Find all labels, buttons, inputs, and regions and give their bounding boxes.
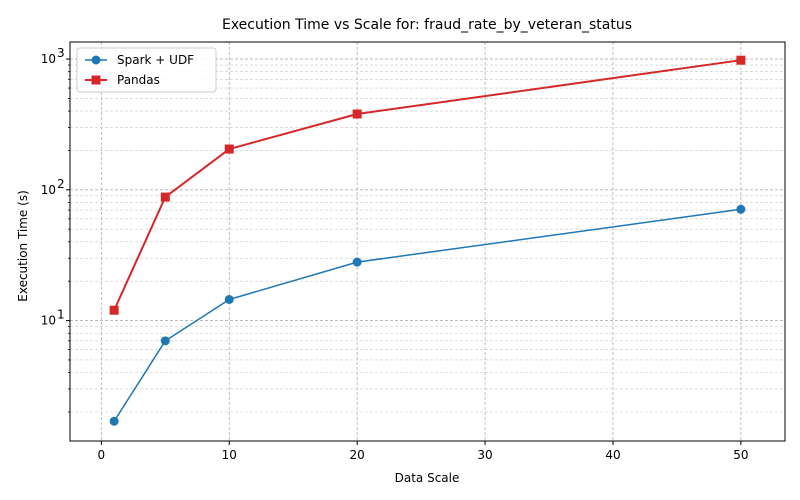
x-tick-label: 40	[605, 448, 620, 462]
y-tick-exponent: 2	[57, 177, 65, 191]
x-tick-label: 30	[477, 448, 492, 462]
x-axis: 0 10 20 30 40 50	[98, 441, 749, 462]
x-axis-label: Data Scale	[395, 471, 460, 485]
data-point-pandas	[160, 192, 170, 202]
data-point-spark-udf	[224, 294, 234, 304]
legend-label-pandas: Pandas	[117, 73, 160, 87]
chart-title: Execution Time vs Scale for: fraud_rate_…	[222, 17, 632, 33]
y-tick-label: 10	[41, 183, 56, 197]
data-point-spark-udf	[736, 204, 746, 214]
legend-marker-pandas	[91, 75, 101, 85]
data-point-pandas	[736, 55, 746, 65]
data-point-spark-udf	[109, 416, 119, 426]
legend-marker-spark-udf	[91, 55, 101, 65]
y-axis-label: Execution Time (s)	[16, 190, 30, 302]
y-tick-exponent: 1	[57, 308, 65, 322]
x-tick-label: 50	[733, 448, 748, 462]
x-tick-label: 0	[98, 448, 106, 462]
legend-label-spark-udf: Spark + UDF	[117, 53, 194, 67]
x-tick-label: 20	[350, 448, 365, 462]
data-point-spark-udf	[352, 257, 362, 267]
data-point-pandas	[352, 109, 362, 119]
y-tick-exponent: 3	[57, 46, 65, 60]
legend-box	[76, 47, 217, 93]
series-layer	[109, 55, 746, 426]
data-point-pandas	[224, 144, 234, 154]
grid	[70, 42, 785, 441]
x-tick-label: 10	[222, 448, 237, 462]
data-point-pandas	[109, 305, 119, 315]
data-point-spark-udf	[160, 336, 170, 346]
y-tick-label: 10	[41, 314, 56, 328]
y-tick-label: 10	[41, 52, 56, 66]
legend: Spark + UDF Pandas	[76, 47, 217, 93]
